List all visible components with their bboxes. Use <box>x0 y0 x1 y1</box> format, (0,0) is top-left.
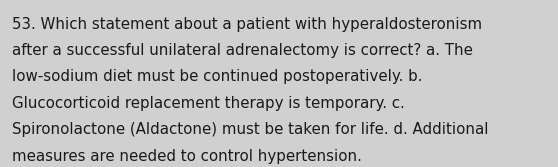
Text: 53. Which statement about a patient with hyperaldosteronism: 53. Which statement about a patient with… <box>12 17 483 32</box>
Text: after a successful unilateral adrenalectomy is correct? a. The: after a successful unilateral adrenalect… <box>12 43 473 58</box>
Text: Spironolactone (Aldactone) must be taken for life. d. Additional: Spironolactone (Aldactone) must be taken… <box>12 122 489 137</box>
Text: low-sodium diet must be continued postoperatively. b.: low-sodium diet must be continued postop… <box>12 69 423 85</box>
Text: measures are needed to control hypertension.: measures are needed to control hypertens… <box>12 149 362 164</box>
Text: Glucocorticoid replacement therapy is temporary. c.: Glucocorticoid replacement therapy is te… <box>12 96 405 111</box>
